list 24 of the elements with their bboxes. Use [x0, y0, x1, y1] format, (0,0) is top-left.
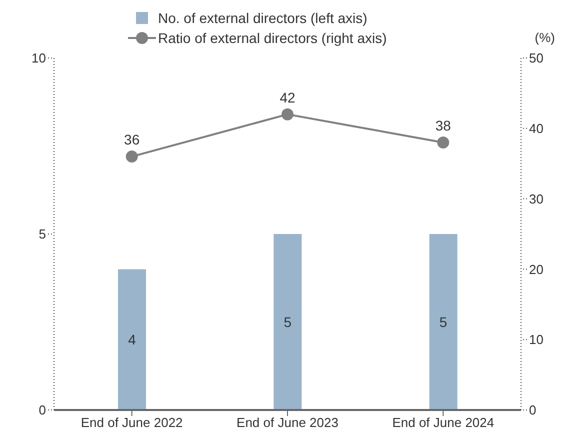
y2-tick-label: 0 — [529, 402, 536, 418]
point — [437, 136, 450, 148]
y2-tick-label: 20 — [529, 262, 544, 277]
x-tick-label: End of June 2024 — [392, 415, 494, 430]
data-label: 36 — [124, 132, 140, 148]
y2-tick-label: 40 — [529, 121, 544, 136]
y-tick-label: 10 — [32, 50, 46, 66]
data-label: 5 — [284, 314, 292, 330]
point — [282, 108, 294, 120]
x-tick-label: End of June 2023 — [236, 415, 338, 430]
data-label: 5 — [439, 314, 448, 330]
legend-label: No. of external directors (left axis) — [158, 9, 368, 28]
y2-tick-label: 50 — [529, 50, 544, 66]
y2-tick-label: 10 — [529, 332, 544, 348]
y2-tick-label: 30 — [529, 191, 544, 206]
x-tick-label: End of June 2022 — [80, 415, 183, 430]
point — [126, 150, 138, 163]
data-label: 42 — [280, 89, 296, 106]
y-tick-label: 0 — [38, 402, 46, 418]
y-tick-label: 5 — [38, 226, 46, 242]
data-label: 38 — [435, 117, 452, 134]
data-label: 4 — [128, 332, 136, 348]
legend-label: Ratio of external directors (right axis) — [158, 29, 387, 48]
y2-axis-title: (%) — [534, 30, 555, 45]
